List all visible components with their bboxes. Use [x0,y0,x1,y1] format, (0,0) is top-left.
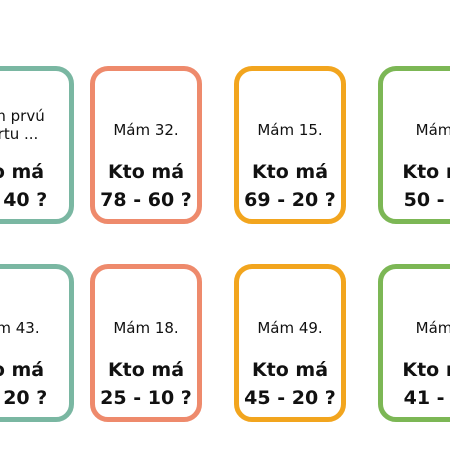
card-statement: m 43. [0,319,40,337]
card-statement: Mám [415,319,450,337]
card-2: Mám 32. Kto má 78 - 60 ? [90,66,202,224]
card-statement: Mám 18. [113,319,179,337]
card-6: Mám 18. Kto má 25 - 10 ? [90,264,202,422]
card-question: Kto m [402,161,450,183]
card-expression: 69 - 20 ? [244,189,336,211]
card-1: m prvú rtu ... o má - 40 ? [0,66,74,224]
card-expression: 78 - 60 ? [100,189,192,211]
card-statement: Mám 15. [257,121,323,139]
card-expression: - 40 ? [3,189,48,211]
card-4: Mám Kto m 50 - 2 [378,66,450,224]
card-expression: 41 - 3 [403,387,445,409]
card-statement: Mám 49. [257,319,323,337]
card-3: Mám 15. Kto má 69 - 20 ? [234,66,346,224]
card-expression: 50 - 2 [403,189,445,211]
card-statement: Mám 32. [113,121,179,139]
card-question: Kto má [251,161,329,183]
card-question: o má [0,359,45,381]
card-5: m 43. o má - 20 ? [0,264,74,422]
card-question: o má [0,161,45,183]
card-7: Mám 49. Kto má 45 - 20 ? [234,264,346,422]
card-expression: - 20 ? [3,387,48,409]
card-statement: m prvú rtu ... [0,107,45,143]
card-question: Kto m [402,359,450,381]
card-question: Kto má [107,161,185,183]
card-expression: 45 - 20 ? [244,387,336,409]
card-question: Kto má [251,359,329,381]
card-expression: 25 - 10 ? [100,387,192,409]
card-statement: Mám [415,121,450,139]
card-8: Mám Kto m 41 - 3 [378,264,450,422]
card-question: Kto má [107,359,185,381]
